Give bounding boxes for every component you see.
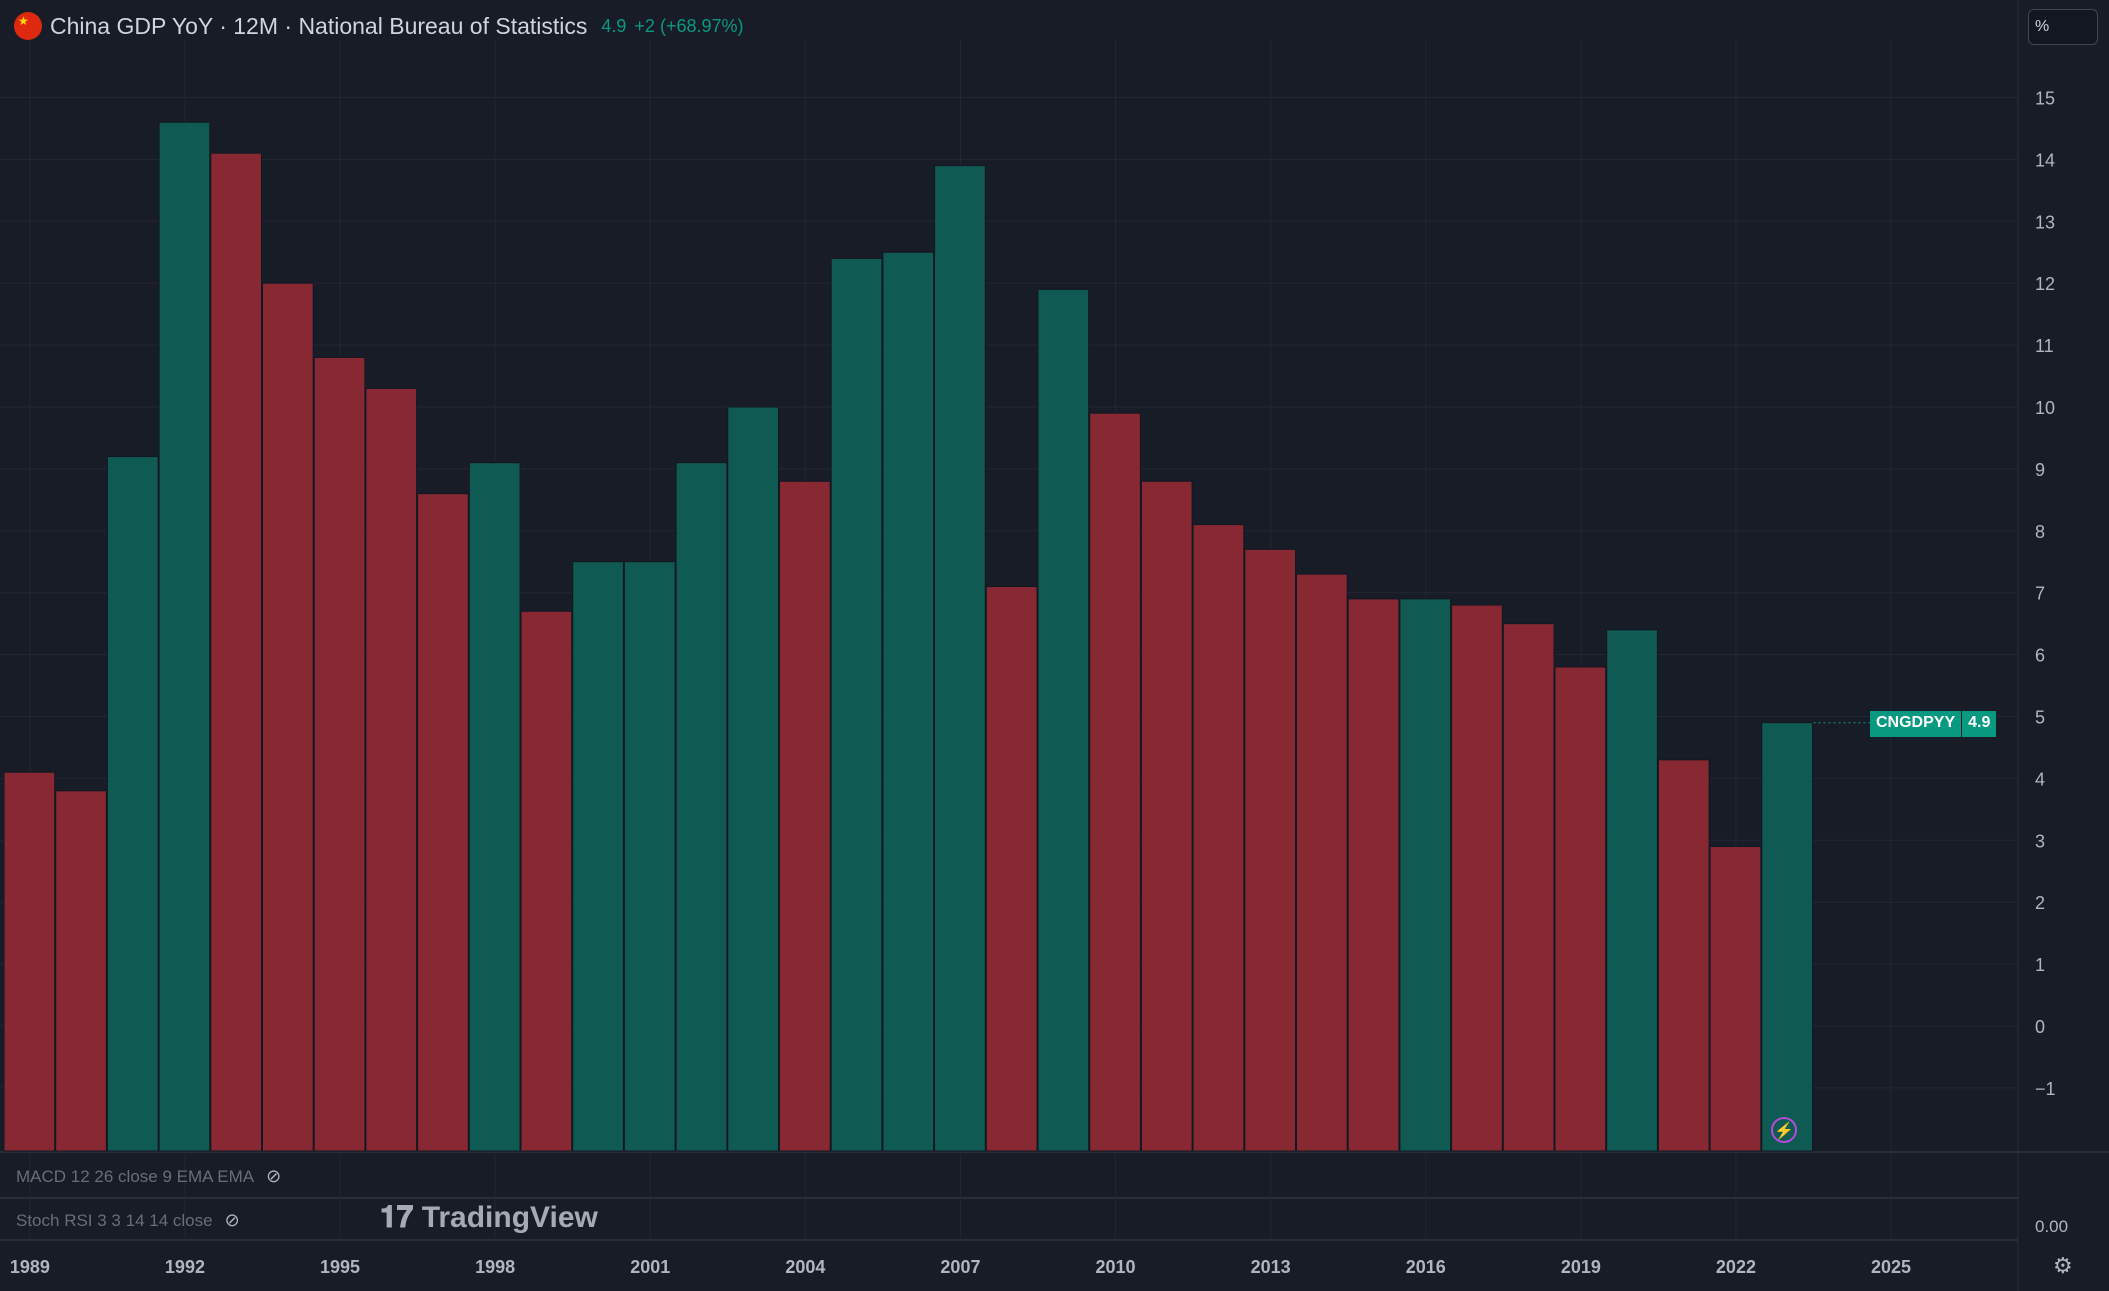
- y-tick-label: 12: [2035, 274, 2055, 294]
- bar-2001: [623, 561, 676, 1152]
- bar-2004: [779, 480, 831, 1152]
- symbol-title[interactable]: China GDP YoY · 12M · National Bureau of…: [50, 12, 588, 39]
- bar-1993: [210, 152, 263, 1152]
- chart-header: China GDP YoY · 12M · National Bureau of…: [14, 12, 744, 40]
- settings-gear-icon[interactable]: ⚙: [2053, 1253, 2073, 1278]
- bar-2009: [1037, 288, 1090, 1152]
- bar-2010: [1089, 412, 1141, 1152]
- bar-1989: [3, 771, 56, 1152]
- bar-1997: [417, 493, 469, 1152]
- bar-2007: [934, 165, 986, 1152]
- bar-2006: [882, 251, 935, 1152]
- last-price-tag: CNGDPYY 4.9: [1870, 711, 1997, 737]
- y-tick-label: 0: [2035, 1017, 2045, 1037]
- bar-1995: [313, 356, 366, 1152]
- x-tick-label: 1989: [10, 1257, 50, 1277]
- bar-1991: [106, 456, 159, 1152]
- bar-2014: [1296, 573, 1348, 1152]
- bar-2021: [1657, 759, 1710, 1152]
- macd-label: MACD 12 26 close 9 EMA EMA: [16, 1166, 255, 1186]
- x-tick-label: 2013: [1251, 1257, 1291, 1277]
- y-tick-label: 9: [2035, 460, 2045, 480]
- bar-2023: [1761, 722, 1814, 1152]
- y-tick-label: 11: [2035, 336, 2054, 356]
- bar-2000: [572, 561, 624, 1152]
- bar-2005: [830, 257, 883, 1152]
- x-tick-label: 2004: [785, 1257, 825, 1277]
- x-tick-label: 2010: [1096, 1257, 1136, 1277]
- x-tick-label: 2016: [1406, 1257, 1446, 1277]
- x-tick-label: 2025: [1871, 1257, 1911, 1277]
- x-tick-label: 2019: [1561, 1257, 1601, 1277]
- bar-2018: [1502, 623, 1555, 1152]
- y-tick-label: 13: [2035, 212, 2055, 232]
- x-tick-label: 1998: [475, 1257, 515, 1277]
- bar-2015: [1347, 598, 1400, 1152]
- bar-1999: [520, 610, 573, 1152]
- bar-1998: [468, 462, 521, 1152]
- y-tick-label: 6: [2035, 646, 2045, 666]
- bar-1990: [55, 790, 107, 1152]
- china-flag-icon: [14, 12, 42, 40]
- x-tick-label: 2001: [630, 1257, 670, 1277]
- y-tick-label: 1: [2035, 955, 2045, 975]
- y-tick-label: 5: [2035, 708, 2045, 728]
- bar-1996: [365, 387, 418, 1152]
- bar-2002: [675, 462, 728, 1152]
- stoch-axis-label: 0.00: [2035, 1217, 2068, 1236]
- y-tick-label: 10: [2035, 398, 2055, 418]
- bar-2020: [1606, 629, 1658, 1152]
- logo-text: TradingView: [421, 1201, 598, 1234]
- hidden-eye-icon[interactable]: ⊘: [266, 1166, 282, 1186]
- bar-2017: [1451, 604, 1503, 1152]
- bar-1994: [262, 282, 314, 1152]
- stoch-pane-label[interactable]: Stoch RSI 3 3 14 14 close ⊘: [16, 1210, 240, 1231]
- x-tick-label: 1995: [320, 1257, 360, 1277]
- x-tick-label: 2007: [940, 1257, 980, 1277]
- y-tick-label: −1: [2035, 1079, 2056, 1099]
- bar-2008: [985, 586, 1038, 1152]
- macd-pane-label[interactable]: MACD 12 26 close 9 EMA EMA ⊘: [16, 1166, 281, 1187]
- stoch-label: Stoch RSI 3 3 14 14 close: [16, 1210, 213, 1230]
- bar-2011: [1140, 480, 1193, 1152]
- bar-2003: [727, 406, 779, 1152]
- hidden-eye-icon[interactable]: ⊘: [224, 1210, 240, 1230]
- bar-2016: [1399, 598, 1452, 1152]
- price-tag-value: 4.9: [1961, 711, 1997, 737]
- y-tick-label: 4: [2035, 769, 2045, 789]
- bar-1992: [158, 121, 211, 1152]
- y-tick-label: 7: [2035, 584, 2045, 604]
- lightning-icon[interactable]: ⚡: [1771, 1117, 1797, 1143]
- change-value: +2 (+68.97%): [634, 15, 744, 36]
- y-tick-label: 15: [2035, 89, 2055, 109]
- y-tick-label: 8: [2035, 522, 2045, 542]
- y-tick-label: 3: [2035, 831, 2045, 851]
- x-tick-label: 1992: [165, 1257, 205, 1277]
- bar-2019: [1554, 666, 1607, 1152]
- tradingview-logo[interactable]: 𝟏𝟕 TradingView: [380, 1201, 598, 1234]
- price-tag-symbol: CNGDPYY: [1870, 711, 1962, 737]
- y-tick-label: 14: [2035, 150, 2055, 170]
- bar-2022: [1709, 845, 1762, 1152]
- x-tick-label: 2022: [1716, 1257, 1756, 1277]
- bar-2013: [1244, 548, 1297, 1152]
- y-tick-label: 2: [2035, 893, 2045, 913]
- last-value: 4.9: [601, 15, 627, 36]
- bar-2012: [1192, 524, 1245, 1152]
- unit-selector[interactable]: %: [2028, 9, 2098, 45]
